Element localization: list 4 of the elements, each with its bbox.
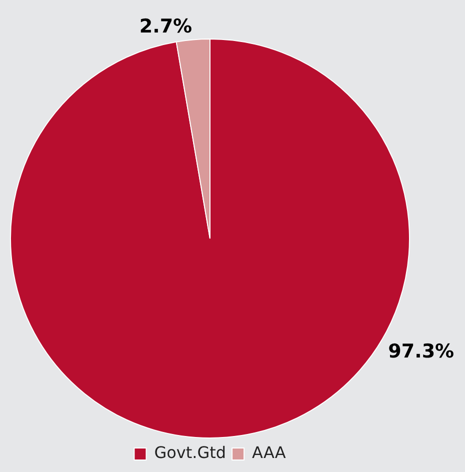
data-label: 97.3% bbox=[388, 340, 454, 362]
legend-label: AAA bbox=[252, 443, 286, 462]
data-label: 2.7% bbox=[139, 16, 192, 38]
legend-label: Govt.Gtd bbox=[154, 443, 226, 462]
